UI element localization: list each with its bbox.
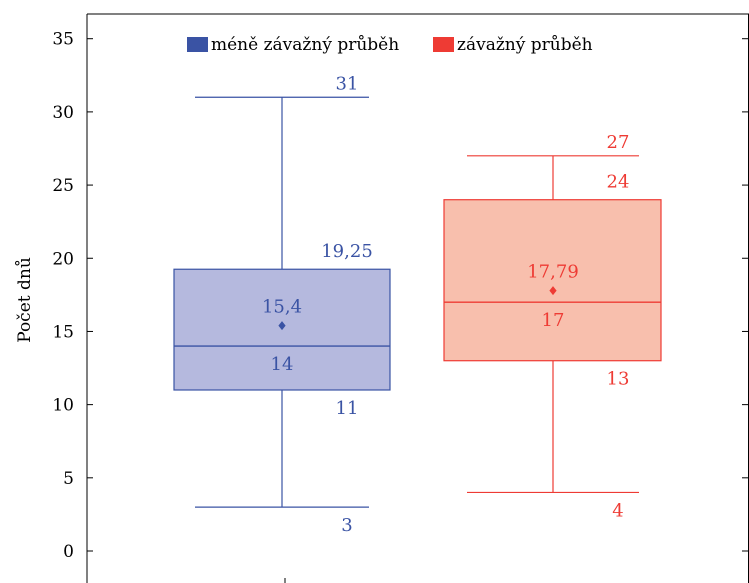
y-tick-label-15: 15 bbox=[52, 322, 74, 342]
label-mean: 15,4 bbox=[262, 297, 302, 318]
mean-marker bbox=[549, 286, 557, 296]
label-median: 14 bbox=[271, 354, 294, 375]
y-tick-label-5: 5 bbox=[63, 469, 74, 489]
label-mean: 17,79 bbox=[527, 262, 579, 283]
y-tick-label-20: 20 bbox=[52, 249, 74, 269]
label-q3: 19,25 bbox=[321, 241, 373, 262]
label-min: 3 bbox=[341, 515, 352, 536]
label-q1: 13 bbox=[607, 369, 630, 390]
label-q1: 11 bbox=[336, 398, 359, 419]
boxes: 31 19,25 15,4 14 11 3 27 24 17,79 17 13 4 bbox=[173, 73, 662, 536]
label-q3: 24 bbox=[607, 172, 630, 193]
y-tick-label-25: 25 bbox=[52, 176, 74, 196]
label-max: 31 bbox=[336, 73, 359, 94]
y-tick-label-0: 0 bbox=[63, 542, 74, 562]
label-median: 17 bbox=[542, 310, 565, 331]
y-tick-label-10: 10 bbox=[52, 396, 74, 416]
legend-label-severe: závažný průběh bbox=[457, 35, 593, 55]
legend-swatch-severe bbox=[433, 37, 454, 52]
y-axis-title: Počet dnů bbox=[15, 257, 35, 343]
legend-swatch-mild bbox=[187, 37, 208, 52]
y-ticks: 0 5 10 15 20 25 30 35 bbox=[52, 30, 748, 562]
y-tick-label-30: 30 bbox=[52, 103, 74, 123]
y-tick-label-35: 35 bbox=[52, 30, 74, 50]
legend-label-mild: méně závažný průběh bbox=[211, 35, 399, 55]
label-max: 27 bbox=[607, 132, 630, 153]
box-series-1: 27 24 17,79 17 13 4 bbox=[443, 132, 662, 521]
mean-marker bbox=[278, 321, 286, 331]
iqr-box bbox=[443, 199, 662, 362]
legend: méně závažný průběh závažný průběh bbox=[187, 35, 593, 55]
label-min: 4 bbox=[612, 500, 623, 521]
box-series-0: 31 19,25 15,4 14 11 3 bbox=[173, 73, 391, 536]
